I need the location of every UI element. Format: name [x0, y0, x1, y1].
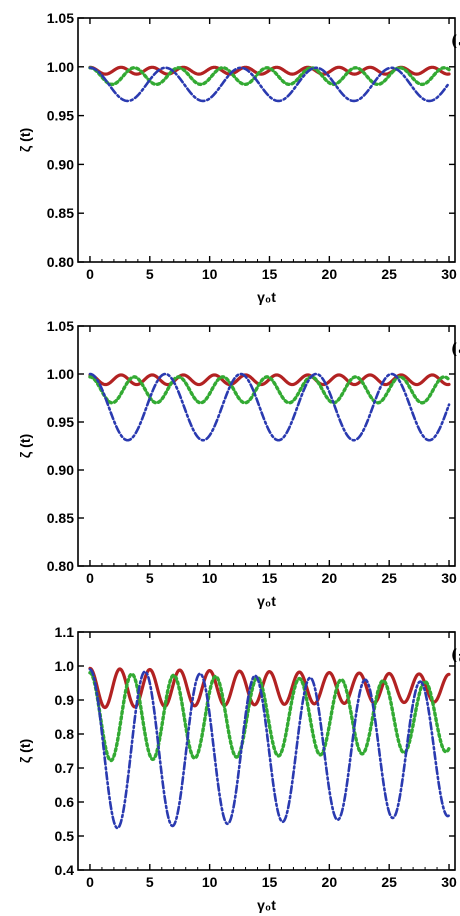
y-tick-label: 1.05: [47, 318, 74, 334]
y-tick-label: 0.90: [47, 156, 74, 172]
y-axis-label: ζ (t): [17, 434, 33, 458]
y-tick-label: 0.85: [47, 510, 74, 526]
x-tick-label: 30: [441, 570, 457, 586]
x-tick-label: 30: [441, 874, 457, 890]
y-tick-label: 0.8: [55, 726, 75, 742]
y-tick-label: 1.05: [47, 10, 74, 26]
x-axis-label: γ₀t: [257, 897, 276, 913]
x-tick-label: 20: [322, 874, 338, 890]
x-axis-label: γ₀t: [257, 289, 276, 305]
x-tick-label: 20: [322, 266, 338, 282]
x-tick-label: 25: [381, 570, 397, 586]
y-axis-label: ζ (t): [17, 739, 33, 763]
series-line-dashdot: [88, 66, 451, 103]
chart-panel-1: 0 5 10 15 20 25 30 0.80 0.85 0.90 0.95 1.00 1.05 γ₀t ζ…: [17, 10, 460, 305]
x-tick-label: 30: [441, 266, 457, 282]
plot-frame: [77, 325, 456, 567]
y-tick-label: 0.7: [55, 760, 75, 776]
x-tick-label: 15: [262, 266, 278, 282]
series-line-solid: [88, 666, 451, 710]
x-tick-label: 0: [86, 266, 94, 282]
chart-panel-3: 0 5 10 15 20 25 30 0.4 0.5 0.6 0.7 0.8 0.9 1.0 1.1 γ₀t ζ…: [17, 624, 460, 913]
plot-frame: [77, 17, 456, 263]
y-tick-label: 0.95: [47, 414, 74, 430]
series-line-dashdot: [88, 668, 451, 830]
y-tick-label: 1.00: [47, 366, 74, 382]
y-tick-label: 0.4: [55, 862, 75, 878]
y-tick-label: 0.5: [55, 828, 75, 844]
x-tick-label: 15: [262, 874, 278, 890]
x-tick-label: 0: [86, 874, 94, 890]
x-tick-label: 0: [86, 570, 94, 586]
y-tick-label: 0.90: [47, 462, 74, 478]
y-tick-label: 1.1: [55, 624, 75, 640]
x-tick-label: 20: [322, 570, 338, 586]
y-tick-label: 0.6: [55, 794, 75, 810]
x-tick-label: 25: [381, 874, 397, 890]
series-line-solid: [88, 65, 451, 76]
x-tick-label: 5: [146, 874, 154, 890]
y-axis-label: ζ (t): [17, 128, 33, 152]
x-tick-label: 10: [202, 874, 218, 890]
y-tick-label: 0.85: [47, 205, 74, 221]
y-tick-label: 0.80: [47, 254, 74, 270]
y-tick-label: 0.95: [47, 108, 74, 124]
panel-label: ج): [451, 646, 460, 664]
panel-label: الف): [451, 32, 460, 50]
x-tick-label: 25: [381, 266, 397, 282]
chart-panel-2: 0 5 10 15 20 25 30 0.80 0.85 0.90 0.95 1.00 1.05 γ₀t ζ…: [17, 318, 460, 609]
plot-frame: [77, 631, 456, 871]
x-tick-label: 15: [262, 570, 278, 586]
panel-label: ب): [451, 340, 460, 358]
x-tick-label: 10: [202, 570, 218, 586]
x-tick-label: 5: [146, 570, 154, 586]
x-tick-label: 5: [146, 266, 154, 282]
x-axis-label: γ₀t: [257, 593, 276, 609]
y-tick-label: 1.00: [47, 59, 74, 75]
y-tick-label: 1.0: [55, 658, 75, 674]
series-line-dotted: [88, 671, 451, 763]
y-tick-label: 0.9: [55, 692, 75, 708]
y-tick-label: 0.80: [47, 558, 74, 574]
x-tick-label: 10: [202, 266, 218, 282]
series-line-dashdot: [88, 372, 451, 442]
